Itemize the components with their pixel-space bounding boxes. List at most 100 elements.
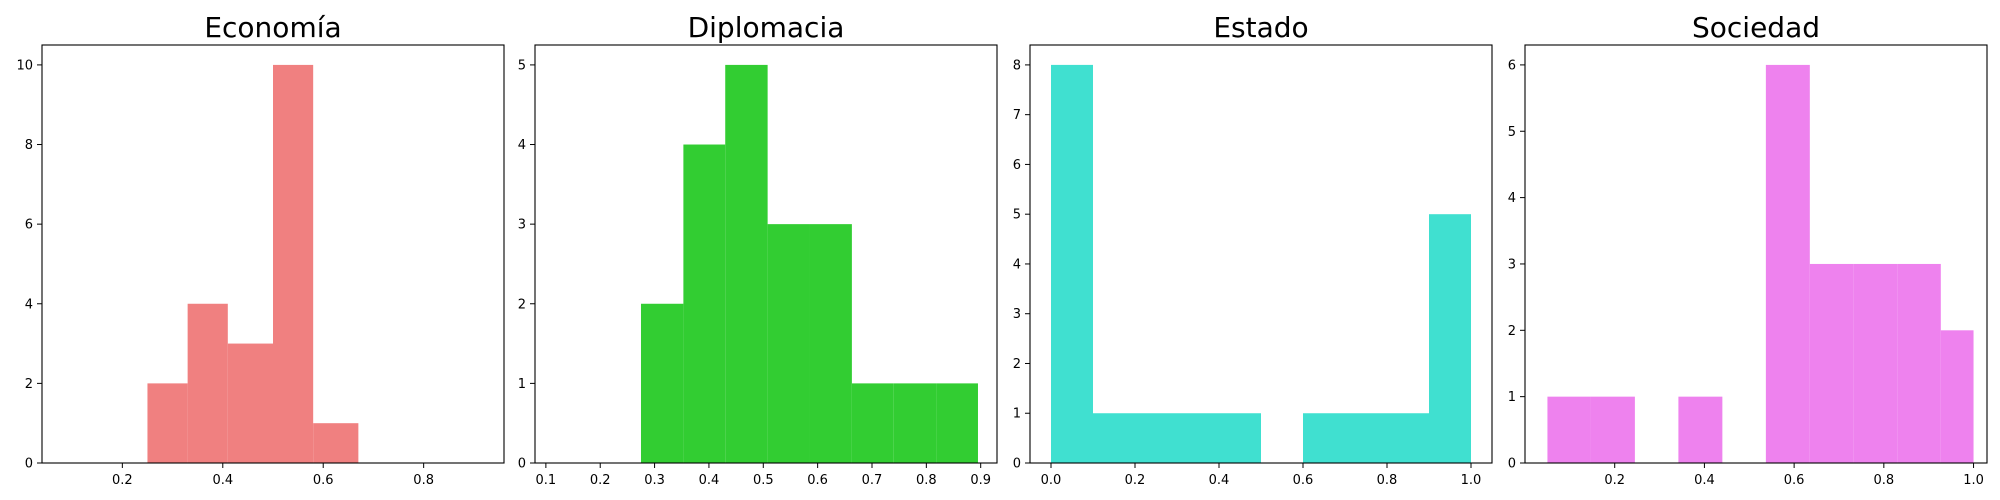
bars xyxy=(1051,64,1471,464)
histogram-bar xyxy=(1345,413,1387,463)
y-tick-label: 8 xyxy=(25,138,33,153)
y-tick-label: 8 xyxy=(1013,58,1021,73)
y-tick-label: 1 xyxy=(518,377,526,392)
y-tick-label: 2 xyxy=(1013,357,1021,372)
histogram-bar xyxy=(147,383,188,463)
histogram-bar xyxy=(725,64,768,464)
x-ticks: 0.1 0.2 0.3 0.4 0.5 0.6 0.7 0.8 0.9 xyxy=(536,463,991,488)
y-tick-label: 2 xyxy=(518,297,526,312)
y-tick-label: 6 xyxy=(1508,58,1516,73)
histogram-bar xyxy=(1590,396,1635,463)
histogram-bar xyxy=(1678,396,1723,463)
y-tick-label: 1 xyxy=(1508,390,1516,405)
histogram-bar xyxy=(187,303,228,463)
histogram-bar xyxy=(1051,64,1093,464)
y-tick-label: 1 xyxy=(1013,407,1021,422)
chart-title: Estado xyxy=(1213,11,1308,44)
histogram-bar xyxy=(936,383,978,463)
x-tick-label: 0.8 xyxy=(1873,473,1894,488)
y-tick-label: 4 xyxy=(518,138,526,153)
histogram-bar xyxy=(1219,413,1261,463)
y-tick-label: 6 xyxy=(25,218,33,233)
x-tick-label: 0.4 xyxy=(1694,473,1715,488)
x-tick-label: 0.8 xyxy=(413,473,434,488)
y-tick-label: 3 xyxy=(518,218,526,233)
chart-title: Diplomacia xyxy=(688,11,845,44)
histogram-bar xyxy=(767,224,810,463)
y-tick-label: 5 xyxy=(518,58,526,73)
chart-title: Sociedad xyxy=(1692,11,1820,44)
histogram-bar xyxy=(640,303,684,463)
histogram-bar xyxy=(1809,263,1854,463)
y-tick-label: 4 xyxy=(1013,257,1021,272)
x-tick-label: 0.8 xyxy=(1377,473,1398,488)
histogram-bar xyxy=(1547,396,1591,463)
y-tick-label: 0 xyxy=(1013,457,1021,472)
x-tick-label: 0.6 xyxy=(807,473,828,488)
x-tick-label: 0.3 xyxy=(644,473,665,488)
y-tick-label: 2 xyxy=(1508,324,1516,339)
x-tick-label: 0.9 xyxy=(970,473,991,488)
histogram-bar xyxy=(313,423,359,463)
x-ticks: 0.0 0.2 0.4 0.6 0.8 1.0 xyxy=(1041,463,1482,488)
bars xyxy=(1547,64,1974,464)
y-ticks: 0 1 2 3 4 5 6 7 8 xyxy=(1013,58,1030,472)
bars xyxy=(640,64,978,464)
x-tick-label: 0.2 xyxy=(590,473,611,488)
bars xyxy=(147,64,359,464)
y-tick-label: 7 xyxy=(1013,108,1021,123)
y-ticks: 0 2 4 6 8 10 xyxy=(16,58,42,472)
y-tick-label: 2 xyxy=(25,377,33,392)
x-tick-label: 0.6 xyxy=(313,473,334,488)
x-tick-label: 0.8 xyxy=(916,473,937,488)
histogram-bar xyxy=(1303,413,1345,463)
x-tick-label: 0.1 xyxy=(536,473,557,488)
y-tick-label: 5 xyxy=(1508,125,1516,140)
histogram-bar xyxy=(1429,214,1471,463)
x-ticks: 0.2 0.4 0.6 0.8 1.0 xyxy=(1604,463,1984,488)
x-tick-label: 0.5 xyxy=(753,473,774,488)
x-tick-label: 0.4 xyxy=(1209,473,1230,488)
y-tick-label: 0 xyxy=(25,457,33,472)
y-tick-label: 0 xyxy=(518,457,526,472)
plot-frame xyxy=(534,44,998,464)
y-tick-label: 3 xyxy=(1508,257,1516,272)
histogram-bar xyxy=(227,343,273,463)
y-tick-label: 3 xyxy=(1013,307,1021,322)
histogram-bar xyxy=(1765,64,1810,464)
histogram-bar xyxy=(851,383,894,463)
plot-frame xyxy=(41,44,505,464)
panel-diplomacia: 0.1 0.2 0.3 0.4 0.5 0.6 0.7 0.8 0.9 0 1 2 3 4 5 Diplo… xyxy=(518,11,998,488)
x-tick-label: 1.0 xyxy=(1963,473,1984,488)
x-tick-label: 0.6 xyxy=(1784,473,1805,488)
y-tick-label: 4 xyxy=(1508,191,1516,206)
plot-frame xyxy=(1524,44,1988,464)
histogram-bar xyxy=(893,383,937,463)
histogram-bar xyxy=(1853,263,1898,463)
histogram-bar xyxy=(1897,263,1941,463)
y-ticks: 0 1 2 3 4 5 6 xyxy=(1508,58,1525,472)
x-tick-label: 0.2 xyxy=(1125,473,1146,488)
y-ticks: 0 1 2 3 4 5 xyxy=(518,58,535,472)
x-tick-label: 1.0 xyxy=(1461,473,1482,488)
x-tick-label: 0.0 xyxy=(1041,473,1062,488)
histogram-bar xyxy=(1940,330,1974,463)
panel-estado: 0.0 0.2 0.4 0.6 0.8 1.0 0 1 2 3 4 5 6 7 8 Estado xyxy=(1013,11,1493,488)
panel-sociedad: 0.2 0.4 0.6 0.8 1.0 0 1 2 3 4 5 6 Sociedad xyxy=(1508,11,1988,488)
x-tick-label: 0.7 xyxy=(862,473,883,488)
x-tick-label: 0.2 xyxy=(1604,473,1625,488)
y-tick-label: 5 xyxy=(1013,208,1021,223)
histogram-bar xyxy=(1093,413,1135,463)
x-tick-label: 0.6 xyxy=(1293,473,1314,488)
x-ticks: 0.2 0.4 0.6 0.8 xyxy=(112,463,434,488)
histogram-bar xyxy=(1177,413,1219,463)
y-tick-label: 6 xyxy=(1013,158,1021,173)
histogram-bar xyxy=(1135,413,1177,463)
histogram-bar xyxy=(809,224,852,463)
chart-title: Economía xyxy=(204,11,341,44)
y-tick-label: 4 xyxy=(25,297,33,312)
x-tick-label: 0.4 xyxy=(699,473,720,488)
y-tick-label: 10 xyxy=(16,58,33,73)
x-tick-label: 0.4 xyxy=(212,473,233,488)
